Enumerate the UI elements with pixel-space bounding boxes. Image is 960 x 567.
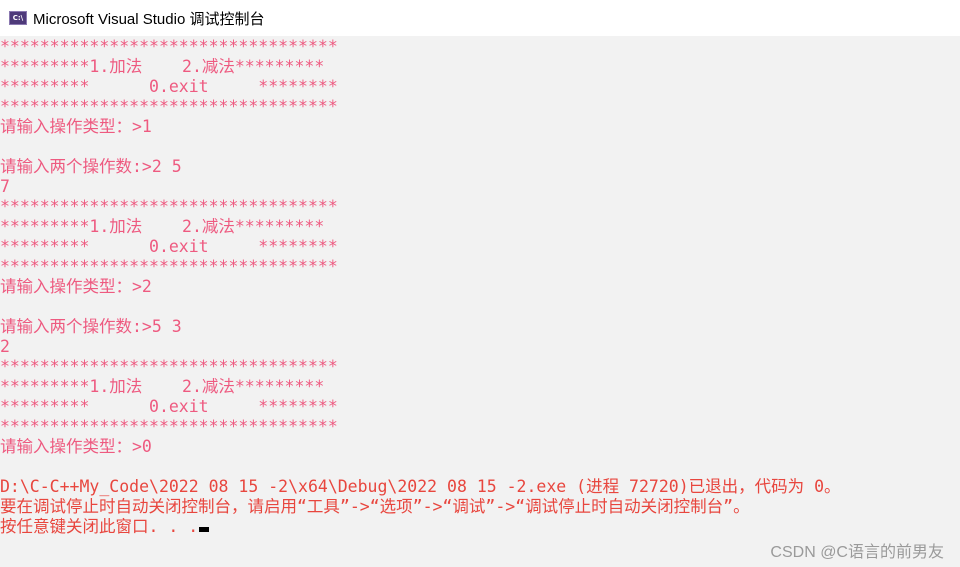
prompt-operation-type: 请输入操作类型：>2 — [0, 277, 152, 296]
blank-line — [0, 137, 960, 157]
prompt-operands: 请输入两个操作数:>2 5 — [0, 157, 182, 176]
press-any-key-line: 按任意键关闭此窗口. . . — [0, 517, 960, 537]
result: 7 — [0, 177, 10, 196]
result: 2 — [0, 337, 10, 356]
menu-exit: ********* 0.exit ******** — [0, 397, 338, 416]
menu-options: *********1.加法 2.减法********* — [0, 57, 325, 76]
menu-border: ********************************** — [0, 97, 338, 116]
menu-border: ********************************** — [0, 417, 338, 436]
title-bar: C:\ Microsoft Visual Studio 调试控制台 — [0, 0, 960, 36]
console-output[interactable]: ********************************** *****… — [0, 37, 960, 537]
menu-exit: ********* 0.exit ******** — [0, 237, 338, 256]
process-exit-message: D:\C-C++My_Code\2022 08 15 -2\x64\Debug\… — [0, 477, 841, 496]
blank-line — [0, 457, 960, 477]
prompt-operation-type: 请输入操作类型：>1 — [0, 117, 152, 136]
watermark: CSDN @C语言的前男友 — [770, 544, 944, 561]
text-cursor — [199, 527, 210, 532]
menu-options: *********1.加法 2.减法********* — [0, 217, 325, 236]
window-title: Microsoft Visual Studio 调试控制台 — [33, 10, 265, 28]
menu-options: *********1.加法 2.减法********* — [0, 377, 325, 396]
press-any-key-text: 按任意键关闭此窗口. . . — [0, 517, 199, 536]
prompt-operands: 请输入两个操作数:>5 3 — [0, 317, 182, 336]
menu-exit: ********* 0.exit ******** — [0, 77, 338, 96]
prompt-operation-type: 请输入操作类型：>0 — [0, 437, 152, 456]
menu-border: ********************************** — [0, 37, 338, 56]
menu-border: ********************************** — [0, 257, 338, 276]
auto-close-hint: 要在调试停止时自动关闭控制台，请启用“工具”->“选项”->“调试”->“调试停… — [0, 497, 750, 516]
blank-line — [0, 297, 960, 317]
console-app-icon: C:\ — [9, 11, 27, 25]
menu-border: ********************************** — [0, 197, 338, 216]
menu-border: ********************************** — [0, 357, 338, 376]
